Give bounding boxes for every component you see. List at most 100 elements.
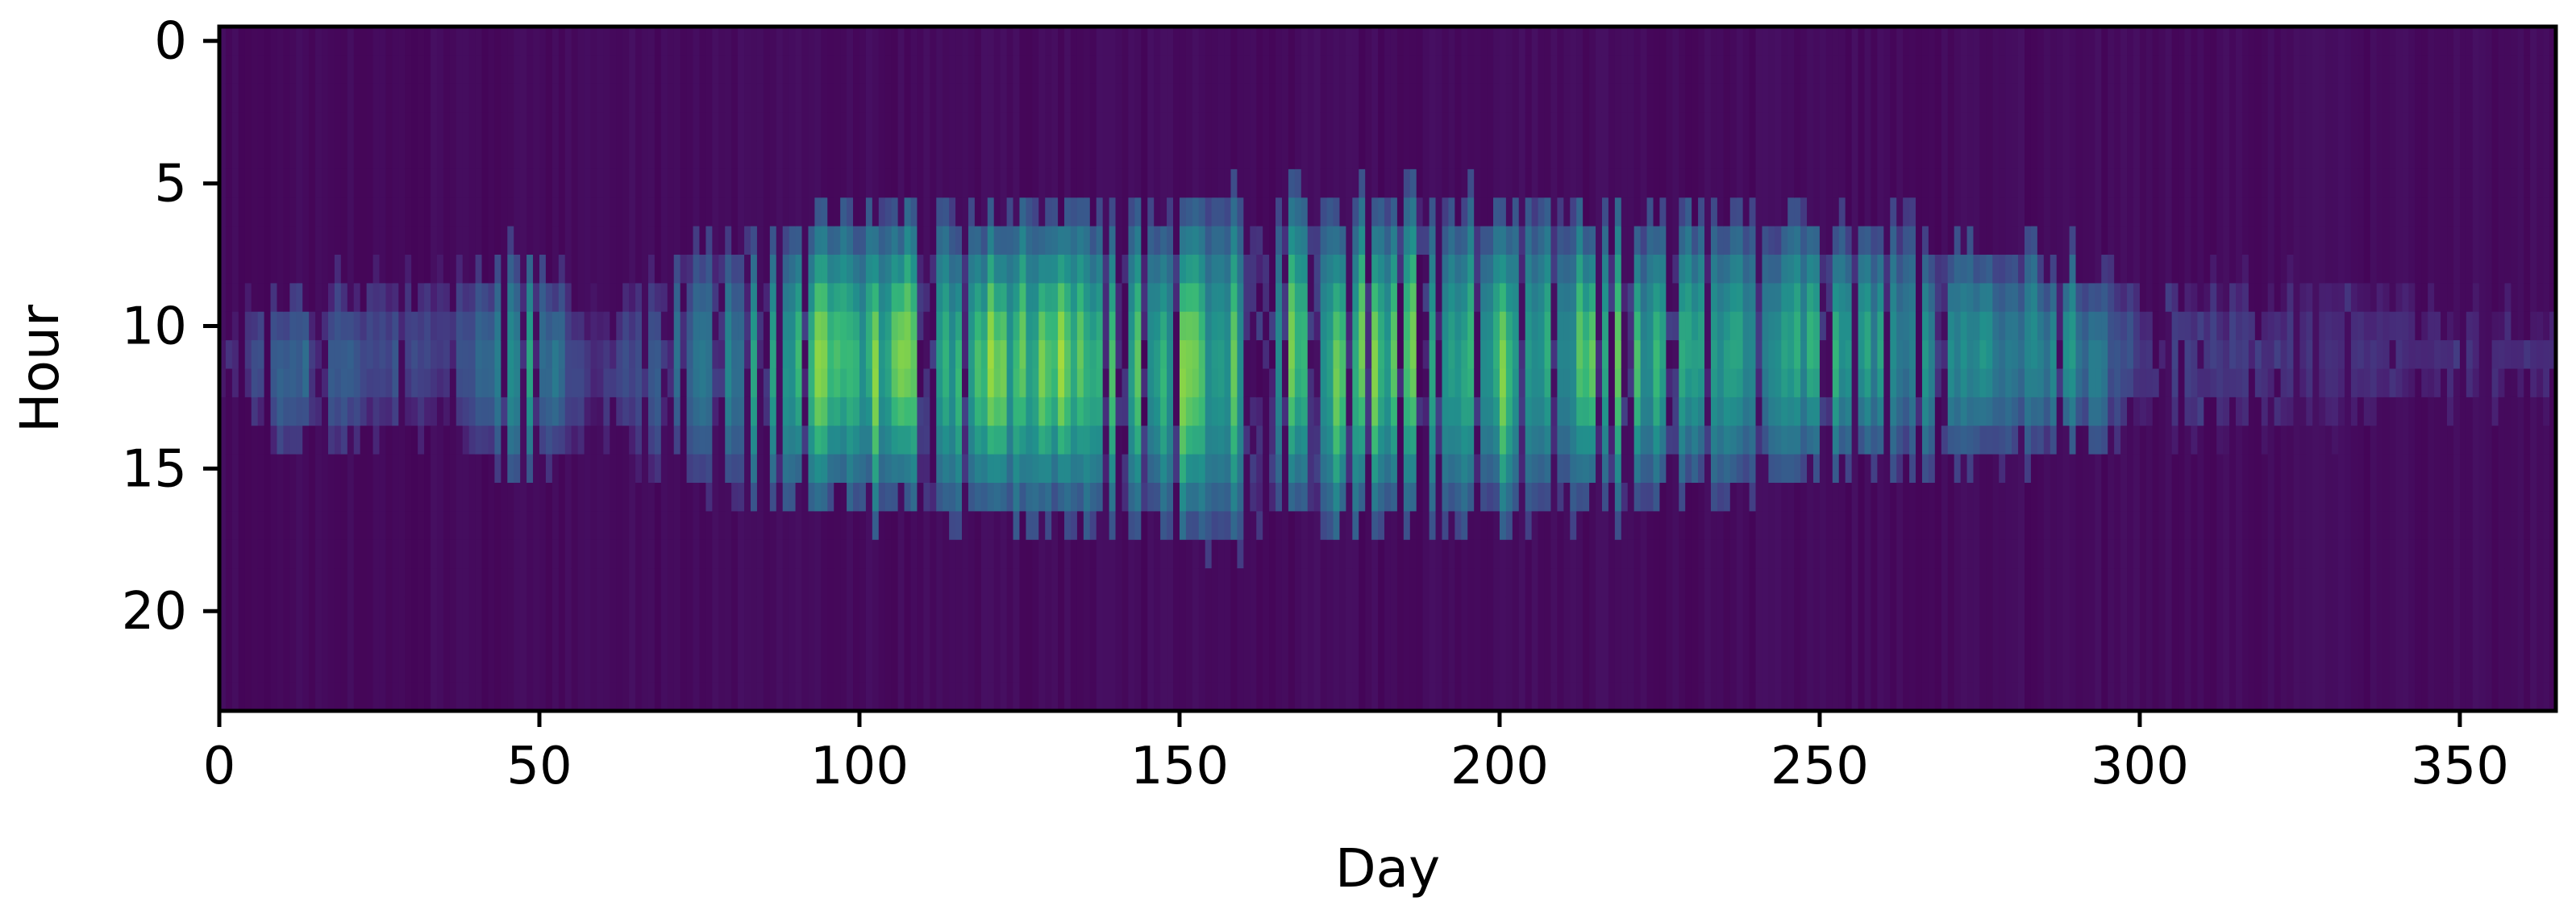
heatmap-cell — [718, 311, 726, 341]
heatmap-cell — [392, 55, 399, 85]
heatmap-cell — [1396, 197, 1405, 227]
heatmap-cell — [238, 340, 246, 370]
heatmap-cell — [1352, 27, 1359, 56]
heatmap-cell — [564, 197, 572, 227]
heatmap-cell — [1243, 168, 1251, 198]
heatmap-cell — [1083, 27, 1091, 56]
heatmap-cell — [296, 226, 303, 255]
heatmap-cell — [539, 197, 547, 227]
heatmap-cell — [1454, 197, 1462, 227]
heatmap-cell — [949, 511, 956, 541]
heatmap-cell — [1544, 226, 1552, 255]
heatmap-cell — [1339, 311, 1346, 341]
heatmap-cell — [1454, 226, 1462, 255]
heatmap-cell — [1346, 311, 1353, 341]
heatmap-cell — [1538, 426, 1546, 455]
heatmap-cell — [1403, 255, 1411, 284]
heatmap-cell — [1493, 340, 1500, 370]
heatmap-cell — [1154, 368, 1161, 398]
heatmap-cell — [231, 682, 239, 712]
heatmap-cell — [1333, 654, 1341, 683]
heatmap-cell — [930, 340, 937, 370]
heatmap-cell — [744, 654, 751, 683]
heatmap-cell — [1096, 483, 1104, 512]
heatmap-cell — [1026, 426, 1033, 455]
heatmap-cell — [1378, 168, 1385, 198]
heatmap-cell — [1403, 454, 1411, 484]
heatmap-cell — [257, 55, 265, 85]
heatmap-cell — [827, 625, 834, 654]
heatmap-cell — [494, 168, 501, 198]
heatmap-cell — [334, 55, 342, 85]
heatmap-cell — [1205, 340, 1213, 370]
heatmap-cell — [443, 255, 451, 284]
heatmap-cell — [1429, 55, 1437, 85]
heatmap-cell — [667, 625, 675, 654]
heatmap-cell — [1179, 654, 1187, 683]
heatmap-cell — [597, 55, 604, 85]
heatmap-cell — [968, 511, 976, 541]
heatmap-cell — [814, 539, 822, 569]
heatmap-cell — [718, 27, 726, 56]
heatmap-cell — [1070, 255, 1078, 284]
heatmap-cell — [680, 255, 688, 284]
heatmap-cell — [1276, 568, 1283, 598]
heatmap-cell — [968, 55, 976, 85]
heatmap-cell — [251, 511, 259, 541]
heatmap-cell — [987, 397, 995, 426]
heatmap-cell — [270, 654, 278, 683]
heatmap-cell — [821, 112, 828, 142]
heatmap-cell — [449, 682, 457, 712]
heatmap-cell — [1371, 226, 1379, 255]
heatmap-cell — [340, 340, 348, 370]
heatmap-cell — [616, 311, 623, 341]
heatmap-cell — [865, 340, 873, 370]
heatmap-cell — [1467, 568, 1475, 598]
heatmap-cell — [584, 596, 592, 626]
heatmap-cell — [763, 682, 771, 712]
heatmap-cell — [1276, 255, 1283, 284]
heatmap-cell — [520, 226, 527, 255]
heatmap-cell — [468, 168, 476, 198]
heatmap-cell — [1333, 55, 1341, 85]
heatmap-cell — [1211, 311, 1219, 341]
heatmap-cell — [1076, 255, 1084, 284]
heatmap-cell — [769, 426, 777, 455]
heatmap-cell — [680, 311, 688, 341]
heatmap-cell — [1038, 368, 1046, 398]
heatmap-cell — [853, 625, 860, 654]
heatmap-cell — [974, 340, 982, 370]
heatmap-cell — [955, 311, 963, 341]
heatmap-cell — [1326, 625, 1334, 654]
heatmap-cell — [859, 426, 867, 455]
heatmap-cell — [526, 226, 534, 255]
heatmap-cell — [507, 483, 514, 512]
heatmap-cell — [322, 368, 329, 398]
heatmap-cell — [808, 311, 815, 341]
heatmap-cell — [686, 140, 694, 170]
heatmap-cell — [1480, 568, 1488, 598]
heatmap-cell — [904, 340, 912, 370]
heatmap-cell — [353, 168, 361, 198]
heatmap-cell — [340, 83, 348, 113]
heatmap-cell — [277, 539, 284, 569]
heatmap-cell — [763, 483, 771, 512]
heatmap-cell — [1461, 226, 1468, 255]
heatmap-cell — [1531, 625, 1539, 654]
heatmap-cell — [1160, 539, 1167, 569]
heatmap-cell — [411, 368, 418, 398]
heatmap-cell — [1294, 483, 1302, 512]
heatmap-cell — [302, 511, 310, 541]
heatmap-cell — [1205, 483, 1213, 512]
heatmap-cell — [884, 55, 893, 85]
heatmap-cell — [1038, 311, 1046, 341]
heatmap-cell — [1217, 168, 1226, 198]
heatmap-cell — [1313, 654, 1321, 683]
heatmap-cell — [1461, 539, 1468, 569]
heatmap-cell — [660, 283, 668, 313]
heatmap-cell — [603, 454, 610, 484]
heatmap-cell — [756, 368, 764, 398]
heatmap-cell — [1326, 112, 1334, 142]
heatmap-cell — [1313, 226, 1321, 255]
heatmap-cell — [1269, 596, 1276, 626]
